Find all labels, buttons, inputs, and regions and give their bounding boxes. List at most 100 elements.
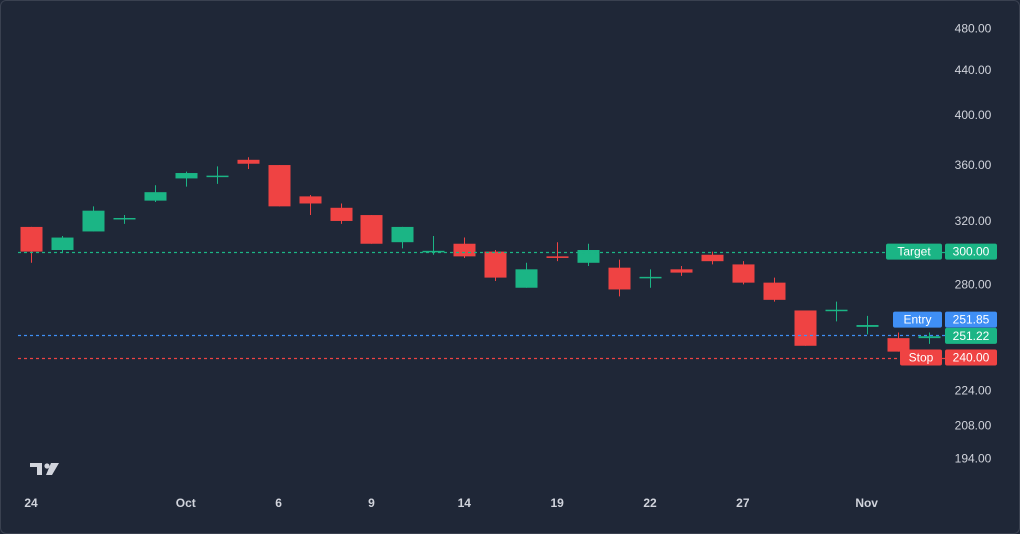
candle-body [144,192,167,201]
price-tags-layer: Target 300.00 Entry 251.85 Stop 240.00 251.22 [886,243,997,366]
y-tick-label: 480.00 [955,22,992,36]
candle-body [330,207,353,221]
candle [577,243,600,267]
y-tick-label: 224.00 [955,383,992,397]
logo-t-shape [30,463,42,475]
x-tick-label: 14 [458,496,472,510]
level-price-tag-target: 300.00 [945,243,997,260]
level-name-tag-entry-bg [893,311,942,328]
y-tick-label: 360.00 [955,158,992,172]
level-price-tag-entry-text: 251.85 [953,313,990,327]
level-name-tag-target-text: Target [897,245,931,259]
y-tick-label: 320.00 [955,214,992,228]
candle-body [639,276,662,279]
logo-dot [44,463,50,469]
x-tick-label: 9 [368,496,375,510]
candle-body [577,250,600,263]
candle-body [299,196,322,204]
candle [391,226,414,249]
level-name-tag-target: Target [886,243,942,260]
tradingview-logo[interactable] [30,463,59,475]
candle [175,171,198,187]
x-tick-label: 24 [24,496,38,510]
candle [484,250,507,281]
y-tick-label: 280.00 [955,277,992,291]
candle [206,166,229,184]
candle-body [887,338,910,352]
candle [268,165,291,207]
candle [763,277,786,302]
candle [82,206,105,232]
x-tick-label: Oct [176,496,196,510]
candle-body [546,256,569,258]
levels-layer [18,251,945,360]
candle [825,301,848,322]
y-tick-label: 440.00 [955,63,992,77]
level-price-tag-stop: 240.00 [945,349,997,366]
x-tick-label: 19 [550,496,564,510]
candle [422,236,445,255]
level-price-tag-entry: 251.85 [945,311,997,328]
candle-body [701,254,724,262]
candle-body [391,226,414,243]
y-tick-label: 400.00 [955,108,992,122]
level-price-tag-stop-text: 240.00 [953,351,990,365]
candle [113,215,136,224]
y-tick-label: 208.00 [955,418,992,432]
candle [330,203,353,224]
candle-body [453,243,476,257]
candle-body [484,251,507,278]
candle [546,242,569,262]
candle-body [825,309,848,312]
candle [608,259,631,297]
candle-body [82,210,105,232]
last-price-tag: 251.22 [945,327,997,344]
candle-body [794,310,817,346]
candle [639,269,662,288]
candle-body [268,165,291,207]
candle-body [608,267,631,290]
level-price-tag-target-text: 300.00 [953,245,990,259]
candle [453,237,476,258]
candle-body [422,250,445,253]
candle [701,251,724,265]
last-price-tag-bg [945,327,997,344]
candle-body [360,215,383,244]
candle-body [113,217,136,220]
candle [144,185,167,203]
last-price-tag-text: 251.22 [953,329,990,343]
level-name-tag-stop: Stop [900,349,942,366]
logo-v-shape [46,463,59,475]
candle-body [670,269,693,273]
level-name-tag-entry: Entry [893,311,942,328]
candle-body [856,325,879,327]
level-price-tag-stop-bg [945,349,997,366]
level-name-tag-entry-text: Entry [903,313,931,327]
level-name-tag-stop-bg [900,349,942,366]
level-price-tag-entry-bg [945,311,997,328]
candle [237,157,260,170]
candle [887,332,910,352]
time-axis[interactable]: 24 Oct 6 9 14 19 22 27 Nov [24,496,878,510]
x-tick-label: 6 [275,496,282,510]
candle [918,332,941,344]
candle [670,266,693,276]
candle [794,310,817,346]
candle-body [175,173,198,179]
candle-body [515,269,538,288]
candle-body [237,159,260,164]
level-name-tag-target-bg [886,243,942,260]
candle-body [20,226,43,252]
price-axis[interactable]: 480.00 440.00 400.00 360.00 320.00 280.00 224.… [955,22,992,466]
candle [20,226,43,263]
x-tick-label: 22 [643,496,657,510]
candle [856,315,879,335]
x-tick-label: 27 [736,496,750,510]
candle [299,194,322,216]
candle-body [51,237,74,251]
candle [515,262,538,288]
candle [732,261,755,285]
level-name-tag-stop-text: Stop [909,351,934,365]
